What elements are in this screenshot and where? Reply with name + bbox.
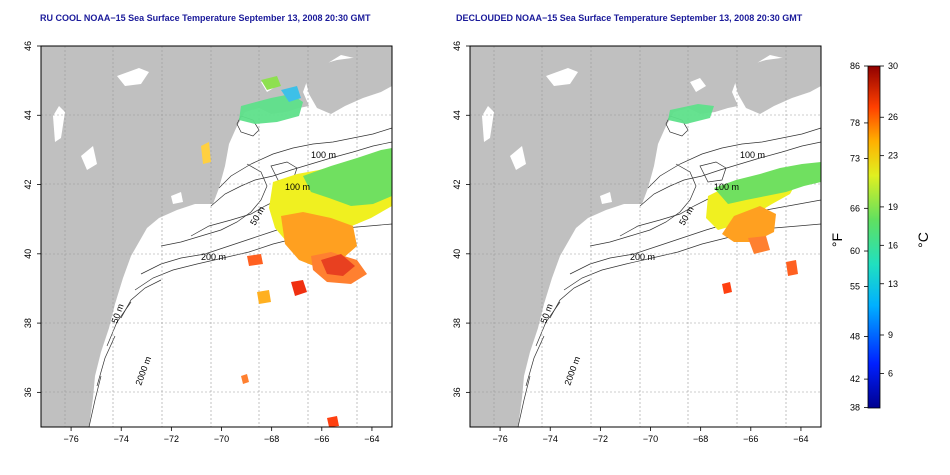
lon-tick-label: −76 [492,434,507,444]
contour-label: 200 m [630,252,655,262]
c-tick-label: 9 [888,330,893,340]
fahrenheit-label: °F [829,233,845,247]
c-tick-label: 19 [888,202,898,212]
lon-tick-label: −66 [314,434,329,444]
left-map-panel: 100 m 100 m 50 m 200 m 50 m 2000 m [40,45,393,428]
right-map-axes: −76 −74 −72 −70 −68 −66 −64 46 44 42 40 38 36 [452,41,809,444]
lon-tick-label: −70 [643,434,658,444]
lat-tick-label: 42 [452,180,462,190]
f-tick-label: 73 [850,154,860,164]
lon-tick-label: −72 [164,434,179,444]
contour-label: 200 m [201,252,226,262]
f-tick-label: 48 [850,331,860,341]
f-tick-label: 78 [850,118,860,128]
lon-tick-label: −68 [693,434,708,444]
f-tick-label: 38 [850,403,860,413]
f-tick-label: 86 [850,61,860,71]
contour-label: 100 m [714,182,739,192]
lon-tick-label: −68 [264,434,279,444]
sst-patches-left [201,76,392,427]
colorbar-celsius-ticks: 30 26 23 19 16 13 9 6 [880,61,898,378]
lat-tick-label: 36 [23,387,33,397]
right-map-title: DECLOUDED NOAA−15 Sea Surface Temperatur… [456,13,803,23]
contour-label: 100 m [740,150,765,160]
lat-tick-label: 42 [23,180,33,190]
lat-tick-label: 40 [23,249,33,259]
c-tick-label: 13 [888,279,898,289]
lat-tick-label: 46 [452,41,462,51]
c-tick-label: 26 [888,112,898,122]
lat-tick-label: 46 [23,41,33,51]
lon-tick-label: −70 [214,434,229,444]
lat-tick-label: 36 [452,387,462,397]
lon-tick-label: −76 [63,434,78,444]
c-tick-label: 30 [888,61,898,71]
colorbar-fahrenheit-ticks: 86 78 73 66 60 55 48 42 38 [850,61,868,413]
colorbar-gradient [867,65,881,409]
f-tick-label: 66 [850,203,860,213]
celsius-label: °C [915,232,931,248]
lon-tick-label: −66 [743,434,758,444]
lon-tick-label: −64 [793,434,808,444]
sst-patches-right [668,104,821,294]
right-map-panel: 100 m 100 m 50 m 200 m 50 m 2000 m [469,45,822,428]
f-tick-label: 55 [850,282,860,292]
lon-tick-label: −74 [114,434,129,444]
lat-tick-label: 38 [23,318,33,328]
c-tick-label: 16 [888,240,898,250]
colorbar: 86 78 73 66 60 55 48 42 38 30 26 23 19 16 13 9 6 °F °C [829,61,931,413]
lon-tick-label: −64 [364,434,379,444]
c-tick-label: 6 [888,368,893,378]
left-map-title: RU COOL NOAA−15 Sea Surface Temperature … [40,13,371,23]
contour-label: 100 m [285,182,310,192]
lat-tick-label: 44 [452,110,462,120]
lat-tick-label: 40 [452,249,462,259]
c-tick-label: 23 [888,151,898,161]
f-tick-label: 60 [850,246,860,256]
lon-tick-label: −72 [593,434,608,444]
contour-label: 100 m [311,150,336,160]
lon-tick-label: −74 [543,434,558,444]
lat-tick-label: 38 [452,318,462,328]
left-map-axes: −76 −74 −72 −70 −68 −66 −64 46 44 42 40 38 36 [23,41,380,444]
f-tick-label: 42 [850,374,860,384]
lat-tick-label: 44 [23,110,33,120]
